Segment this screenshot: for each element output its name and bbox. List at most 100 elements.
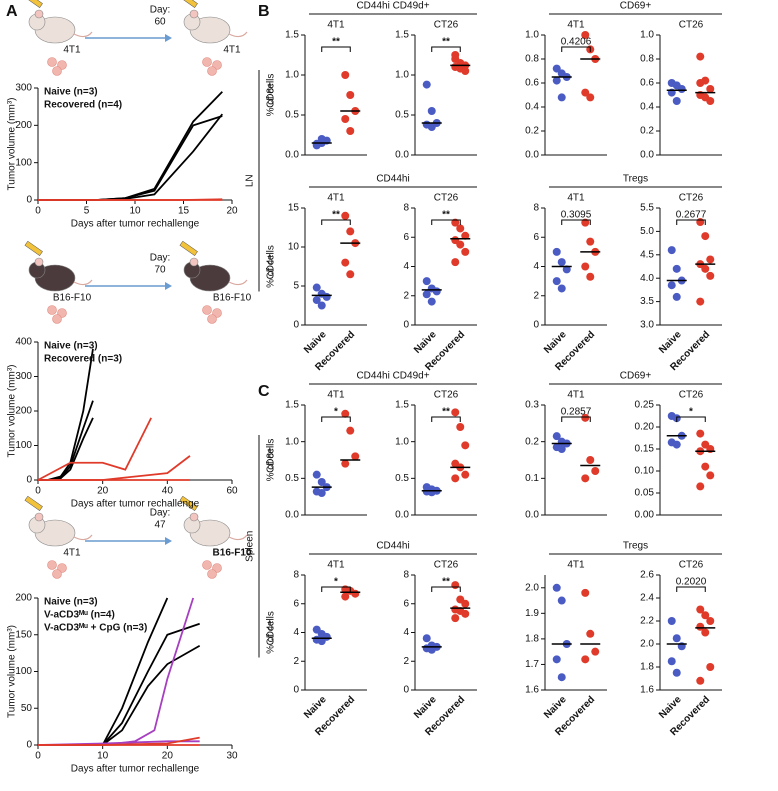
significance-bracket <box>676 219 706 225</box>
x-tick-label: 20 <box>97 486 109 497</box>
y-tick-label: 0.5 <box>285 110 299 121</box>
y-tick-label: 200 <box>15 406 32 417</box>
tumor-cell <box>207 66 217 76</box>
y-axis-label: % of cells <box>266 439 277 482</box>
y-tick-label: 0.05 <box>635 488 655 499</box>
data-point <box>557 284 566 293</box>
y-tick-label: 8 <box>403 570 409 581</box>
y-tick-label: 0.0 <box>525 150 539 161</box>
syringe <box>24 0 43 8</box>
tumor-curve <box>38 113 224 201</box>
data-point <box>696 676 705 685</box>
data-point <box>456 423 465 431</box>
tumor-label: B16-F10 <box>213 293 252 304</box>
data-point <box>312 296 321 305</box>
tumor-curve <box>38 115 223 201</box>
chart-title: 4T1 <box>327 20 345 31</box>
data-point <box>422 290 431 299</box>
y-tick-label: 4.0 <box>640 273 654 284</box>
y-tick-label: 150 <box>15 629 32 640</box>
y-tick-label: 6 <box>293 598 299 609</box>
y-tick-label: 1.0 <box>285 70 299 81</box>
data-point <box>461 231 470 240</box>
data-point <box>552 277 561 286</box>
y-tick-label: 4 <box>293 627 299 638</box>
data-point <box>351 589 360 598</box>
data-point <box>422 277 431 286</box>
chart-title: 4T1 <box>567 193 585 204</box>
y-tick-label: 0.0 <box>640 150 654 161</box>
data-point <box>461 441 470 450</box>
chart-title: CT26 <box>434 390 459 401</box>
tumor-cell <box>207 314 217 324</box>
significance-label: 0.2677 <box>676 210 707 221</box>
y-tick-label: 2 <box>293 656 299 667</box>
data-point <box>312 283 321 292</box>
data-point <box>701 628 710 637</box>
y-tick-label: 0 <box>293 320 299 331</box>
data-point <box>672 264 681 273</box>
chart-title: 4T1 <box>567 390 585 401</box>
y-tick-label: 15 <box>288 203 300 214</box>
data-point <box>581 31 590 39</box>
y-tick-label: 100 <box>15 666 32 677</box>
tumor-cell <box>202 560 212 570</box>
y-tick-label: 1.5 <box>285 400 299 411</box>
data-point <box>701 232 710 241</box>
significance-bracket <box>431 46 461 52</box>
chart-title: 4T1 <box>327 193 345 204</box>
y-tick-label: 2.4 <box>640 593 654 604</box>
legend-entry: Naive (n=3) <box>44 87 98 98</box>
y-tick-label: 2.0 <box>640 639 654 650</box>
data-point <box>667 657 676 666</box>
x-axis-label: Days after tumor rechallenge <box>71 764 200 775</box>
y-tick-label: 300 <box>15 371 32 382</box>
significance-bracket <box>676 416 706 422</box>
data-point <box>696 622 705 631</box>
y-tick-label: 5.0 <box>640 226 654 237</box>
y-tick-label: 0.1 <box>525 473 539 484</box>
y-tick-label: 1.0 <box>395 436 409 447</box>
legend-entry: Naive (n=3) <box>44 597 98 608</box>
data-point <box>341 115 350 123</box>
data-point <box>341 258 350 267</box>
row-label: CD4+ <box>266 619 277 645</box>
significance-bracket <box>561 416 591 422</box>
data-point <box>346 227 355 236</box>
syringe <box>179 495 198 511</box>
significance-label: * <box>689 407 693 418</box>
data-point <box>557 93 566 102</box>
syringe <box>179 240 198 256</box>
y-axis-label: % of cells <box>266 245 277 288</box>
y-tick-label: 0.0 <box>285 510 299 521</box>
significance-label: * <box>334 407 338 418</box>
row-label: CD8+ <box>266 82 277 108</box>
y-axis-label: Tumor volume (mm³) <box>7 625 18 718</box>
data-point <box>341 409 350 418</box>
data-point <box>696 52 705 61</box>
y-axis-label: % of cells <box>266 74 277 117</box>
data-point <box>696 297 705 306</box>
significance-bracket <box>561 219 591 225</box>
chart-title: 4T1 <box>567 560 585 571</box>
y-tick-label: 0 <box>26 195 32 206</box>
y-tick-label: 0.2 <box>640 126 654 137</box>
y-tick-label: 3.5 <box>640 296 654 307</box>
tumor-curve <box>37 417 152 481</box>
data-point <box>456 240 465 249</box>
y-tick-label: 4.5 <box>640 249 654 260</box>
data-point <box>667 246 676 255</box>
y-tick-label: 0.6 <box>525 78 539 89</box>
data-point <box>341 459 350 468</box>
y-tick-label: 0.0 <box>525 510 539 521</box>
day-label: Day: <box>150 5 171 16</box>
y-tick-label: 0.0 <box>395 510 409 521</box>
data-point <box>706 85 715 93</box>
panel-label: C <box>258 383 270 400</box>
y-tick-label: 6 <box>533 232 539 243</box>
data-point <box>451 581 460 590</box>
data-point <box>696 482 705 491</box>
chart-title: CT26 <box>679 390 704 401</box>
mouse-ear <box>189 9 199 19</box>
